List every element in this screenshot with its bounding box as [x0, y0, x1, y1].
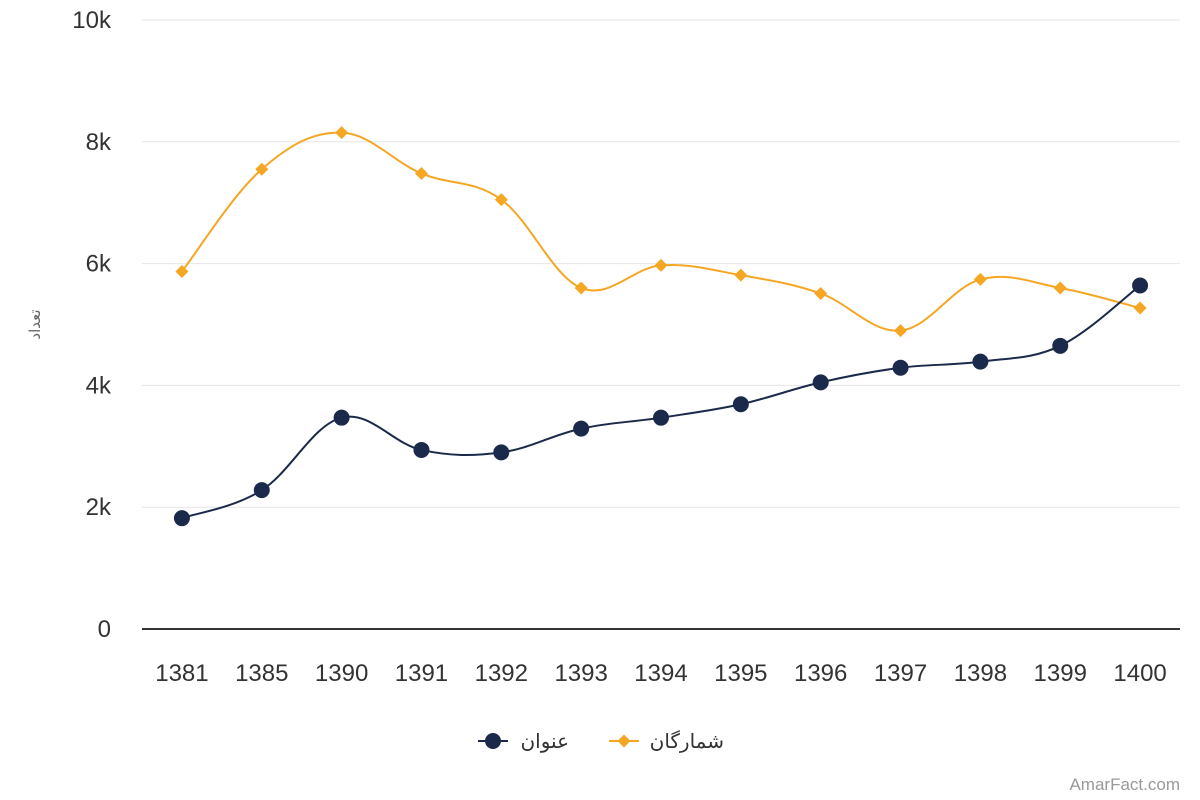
x-tick-label: 1390: [315, 660, 368, 687]
data-point: [654, 258, 668, 272]
data-point: [333, 409, 350, 426]
data-point: [894, 324, 908, 338]
data-point: [732, 396, 749, 413]
data-point: [653, 409, 669, 426]
data-point: [973, 272, 987, 286]
y-tick-label: 10k: [72, 7, 112, 34]
data-point: [173, 510, 190, 527]
y-axis-title: تعداد: [26, 309, 44, 339]
x-axis-ticks: 1381 1385 1390 1391 1392 1393 1394 1395 1396 1397…: [155, 660, 1167, 687]
series-circle: [173, 277, 1149, 527]
x-tick-label: 1400: [1113, 660, 1166, 687]
y-tick-label: 0: [98, 616, 111, 643]
data-point: [335, 126, 349, 140]
x-tick-label: 1396: [794, 660, 847, 687]
data-point: [573, 420, 590, 437]
data-point: [413, 441, 430, 458]
data-point: [812, 374, 829, 391]
data-point: [255, 162, 269, 176]
x-tick-label: 1397: [874, 660, 927, 687]
legend-marker: [617, 734, 631, 748]
x-tick-label: 1391: [395, 660, 448, 687]
data-point: [414, 166, 428, 180]
series-layer: [173, 126, 1149, 527]
x-tick-label: 1398: [954, 660, 1007, 687]
x-tick-label: 1395: [714, 660, 767, 687]
data-point: [574, 281, 588, 295]
data-point: [892, 359, 909, 376]
data-point: [1052, 337, 1069, 354]
x-tick-label: 1385: [235, 660, 288, 687]
data-point: [175, 265, 189, 279]
y-tick-label: 8k: [86, 129, 112, 156]
legend-marker: [485, 733, 501, 749]
x-tick-label: 1393: [554, 660, 607, 687]
y-tick-label: 2k: [86, 494, 112, 521]
data-point: [493, 444, 510, 461]
data-point: [972, 353, 989, 370]
data-point: [814, 286, 828, 300]
y-axis-ticks: 0 2k 4k 6k 8k 10k: [72, 7, 112, 643]
legend-label: عنوان: [520, 729, 569, 753]
legend[interactable]: عنوان شمارگان: [478, 729, 724, 753]
data-point: [1132, 277, 1149, 294]
x-tick-label: 1399: [1034, 660, 1087, 687]
y-tick-label: 4k: [86, 372, 112, 399]
credit-text[interactable]: AmarFact.com: [1069, 775, 1180, 794]
legend-item[interactable]: شمارگان: [609, 729, 724, 753]
y-tick-label: 6k: [86, 251, 112, 278]
x-tick-label: 1392: [475, 660, 528, 687]
data-point: [734, 268, 748, 282]
data-point: [494, 193, 508, 207]
data-point: [253, 482, 270, 499]
series-line: [181, 131, 1141, 332]
series-diamond: [175, 126, 1147, 338]
data-point: [1133, 301, 1147, 315]
x-tick-label: 1394: [634, 660, 687, 687]
legend-item[interactable]: عنوان: [478, 729, 569, 753]
x-tick-label: 1381: [155, 660, 208, 687]
series-line: [181, 284, 1141, 520]
legend-label: شمارگان: [650, 729, 724, 753]
data-point: [1053, 281, 1067, 295]
